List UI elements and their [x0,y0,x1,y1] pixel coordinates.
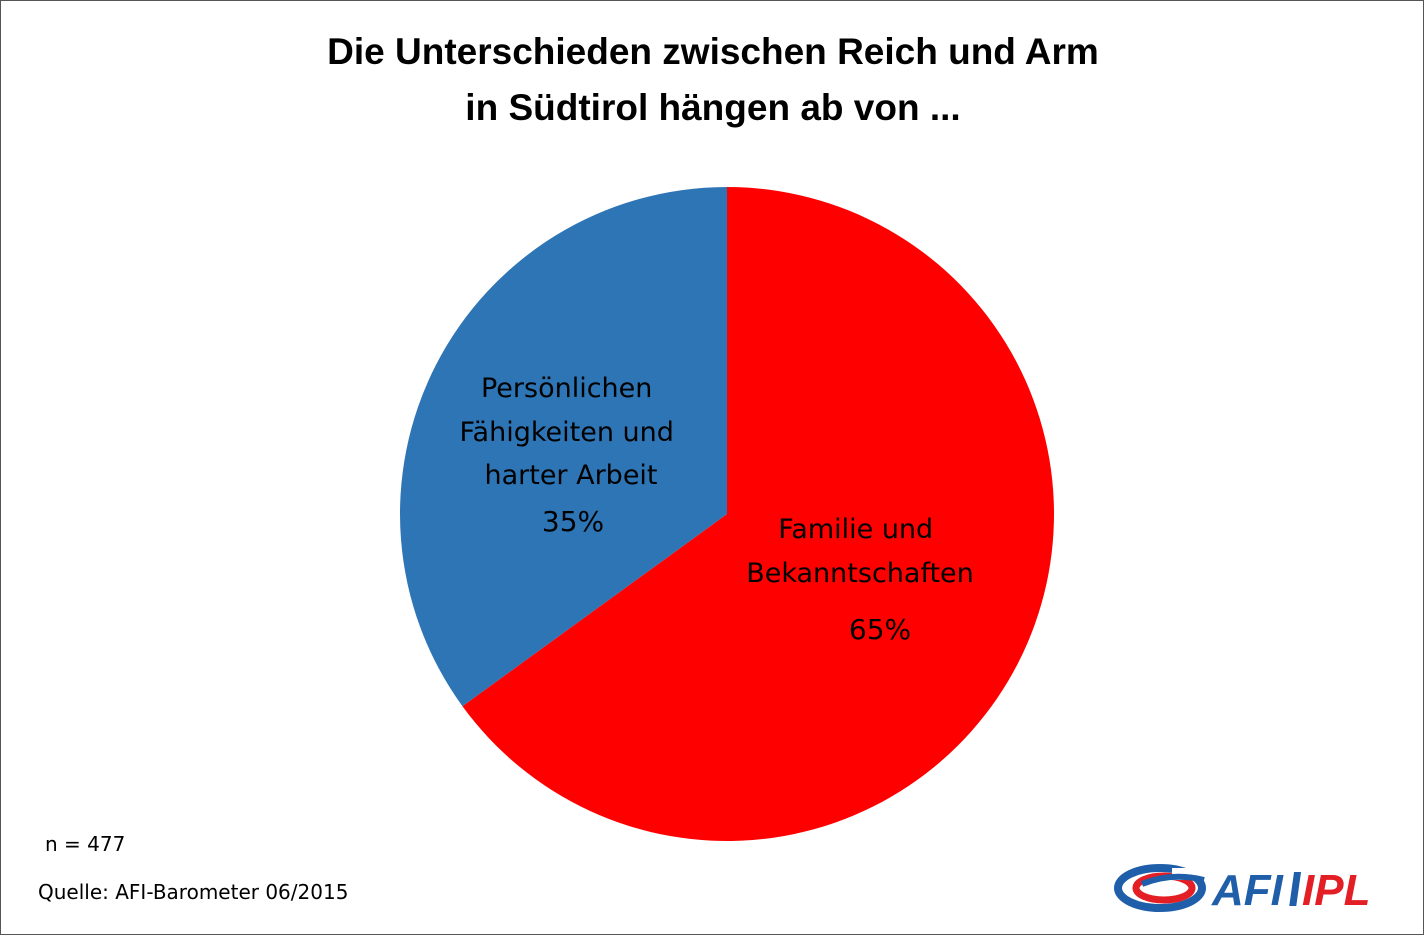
pie-slices [400,186,1055,841]
slice-label-persoenlich-line-3: harter Arbeit [484,460,657,491]
slice-label-persoenlich-line-2: Fähigkeiten und [460,417,674,448]
chart-title: Die Unterschieden zwischen Reich und Arm… [0,24,1426,136]
chart-title-line-1: Die Unterschieden zwischen Reich und Arm [327,31,1099,72]
slice-label-persoenlich-line-1: Persönlichen [481,373,652,404]
slice-label-familie-line-2: Bekanntschaften [746,558,974,589]
pie-slice-1 [400,187,727,707]
pie-slice-0 [462,186,1055,841]
slice-label-familie: Familie und Bekanntschaften [746,514,974,589]
chart-title-line-2: in Südtirol hängen ab von ... [465,87,961,128]
afi-ipl-logo: AFI IPL [1114,864,1370,915]
logo-text-left: AFI [1211,866,1284,915]
slice-value-familie: 65% [849,613,911,646]
slice-label-persoenlich: Persönlichen Fähigkeiten und harter Arbe… [460,373,683,491]
logo-swoosh-icon [1114,864,1212,912]
slice-value-persoenlich: 35% [542,505,604,538]
slice-label-familie-line-1: Familie und [778,514,933,545]
logo-text-right: IPL [1302,866,1370,915]
sample-size: n = 477 [45,832,126,856]
logo-divider [1289,872,1302,906]
source-note: Quelle: AFI-Barometer 06/2015 [38,880,349,904]
